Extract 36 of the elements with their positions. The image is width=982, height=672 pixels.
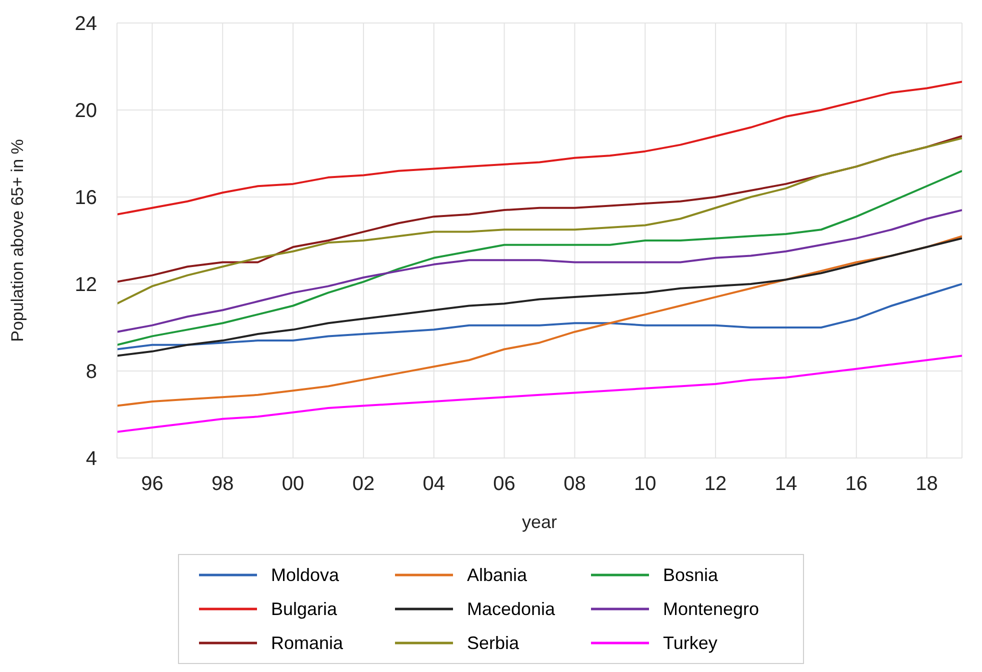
x-tick-label: 16 bbox=[845, 473, 868, 496]
y-tick-label: 12 bbox=[74, 274, 97, 296]
x-axis-title: year bbox=[522, 512, 558, 532]
line-series bbox=[117, 209, 962, 333]
legend-label: Albania bbox=[467, 564, 528, 586]
y-tick-label: 24 bbox=[74, 13, 97, 36]
x-tick-label: 00 bbox=[282, 473, 304, 496]
x-tick-label: 14 bbox=[774, 473, 798, 496]
x-tick-label: 04 bbox=[422, 473, 445, 496]
y-axis-title: Population above 65+ in % bbox=[8, 139, 28, 342]
x-tick-label: 18 bbox=[916, 473, 938, 496]
line-series bbox=[117, 354, 962, 433]
line-series bbox=[117, 283, 962, 350]
y-tick-label: 20 bbox=[74, 100, 97, 122]
line-series bbox=[117, 237, 962, 357]
y-tick-label: 16 bbox=[74, 187, 97, 210]
x-tick-label: 02 bbox=[352, 473, 375, 496]
x-tick-label: 08 bbox=[564, 473, 586, 496]
legend-label: Moldova bbox=[271, 564, 340, 586]
x-tick-label: 10 bbox=[634, 473, 656, 496]
legend-label: Montenegro bbox=[663, 598, 760, 620]
y-tick-label: 8 bbox=[86, 361, 97, 384]
legend-label: Macedonia bbox=[467, 598, 556, 620]
legend-label: Bosnia bbox=[663, 564, 718, 586]
x-tick-label: 98 bbox=[212, 473, 234, 496]
legend-label: Bulgaria bbox=[271, 598, 338, 620]
legend-label: Turkey bbox=[663, 632, 718, 654]
y-tick-label: 4 bbox=[86, 448, 97, 470]
x-tick-label: 06 bbox=[493, 473, 516, 496]
x-tick-label: 96 bbox=[141, 473, 164, 496]
x-tick-label: 12 bbox=[704, 473, 727, 496]
line-series bbox=[117, 170, 962, 346]
line-series bbox=[117, 80, 962, 216]
legend-label: Serbia bbox=[467, 632, 520, 654]
legend-label: Romania bbox=[271, 632, 344, 654]
line-series bbox=[117, 235, 962, 407]
